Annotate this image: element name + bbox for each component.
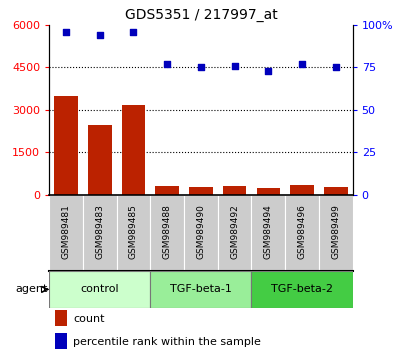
Text: GSM989492: GSM989492 <box>229 204 238 259</box>
Bar <box>318 195 352 271</box>
Bar <box>189 187 212 195</box>
Bar <box>55 333 67 349</box>
Text: GSM989485: GSM989485 <box>129 204 138 259</box>
Bar <box>88 125 111 195</box>
Bar <box>83 195 116 271</box>
Text: GSM989490: GSM989490 <box>196 204 205 259</box>
Point <box>264 68 271 74</box>
Bar <box>155 186 179 195</box>
Text: agent: agent <box>15 284 47 295</box>
Bar <box>55 310 67 326</box>
Point <box>96 32 103 38</box>
Point <box>63 29 69 34</box>
Bar <box>150 271 251 308</box>
Bar <box>285 195 318 271</box>
Text: percentile rank within the sample: percentile rank within the sample <box>73 337 261 347</box>
Text: GSM989496: GSM989496 <box>297 204 306 259</box>
Point <box>332 64 338 70</box>
Bar <box>251 195 285 271</box>
Bar <box>217 195 251 271</box>
Bar <box>49 271 150 308</box>
Text: GSM989488: GSM989488 <box>162 204 171 259</box>
Title: GDS5351 / 217997_at: GDS5351 / 217997_at <box>124 8 276 22</box>
Point <box>298 61 305 67</box>
Bar <box>222 186 246 195</box>
Bar <box>256 188 279 195</box>
Text: count: count <box>73 314 105 324</box>
Text: TGF-beta-2: TGF-beta-2 <box>270 284 332 295</box>
Text: GSM989481: GSM989481 <box>61 204 70 259</box>
Text: GSM989483: GSM989483 <box>95 204 104 259</box>
Point <box>197 64 204 70</box>
Bar <box>290 185 313 195</box>
Bar <box>251 271 352 308</box>
Bar <box>323 188 347 195</box>
Text: GSM989499: GSM989499 <box>330 204 339 259</box>
Point <box>164 61 170 67</box>
Text: GSM989494: GSM989494 <box>263 204 272 259</box>
Text: control: control <box>80 284 119 295</box>
Point <box>231 63 237 68</box>
Bar <box>121 105 145 195</box>
Point <box>130 29 137 34</box>
Bar <box>116 195 150 271</box>
Text: TGF-beta-1: TGF-beta-1 <box>170 284 231 295</box>
Bar <box>150 195 184 271</box>
Bar <box>54 96 78 195</box>
Bar <box>184 195 217 271</box>
Bar <box>49 195 83 271</box>
